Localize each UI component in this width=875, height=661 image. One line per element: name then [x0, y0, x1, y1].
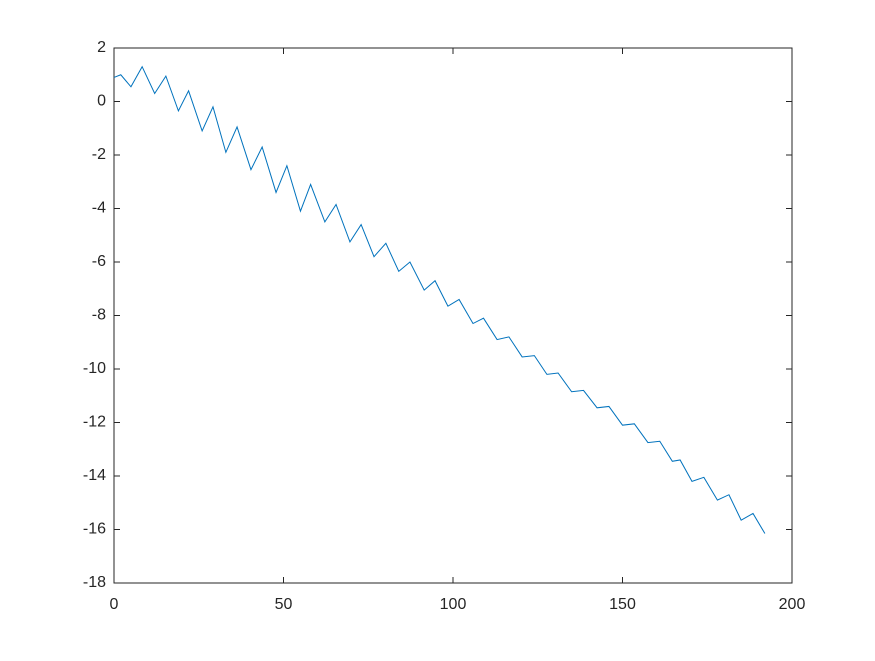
data-line [113, 65, 766, 534]
y-tick-label: -8 [92, 307, 106, 324]
y-tick-label: -2 [92, 146, 106, 163]
x-tick-label: 100 [440, 596, 467, 613]
y-tick-label: -16 [83, 521, 106, 538]
y-tick-label: -12 [83, 414, 106, 431]
y-tick-label: -6 [92, 253, 106, 270]
x-tick-label: 150 [609, 596, 636, 613]
y-tick-label: -18 [83, 574, 106, 591]
plot-area [113, 47, 793, 584]
y-tick-label: -10 [83, 360, 106, 377]
x-tick-label: 200 [779, 596, 806, 613]
y-tick-label: 0 [97, 93, 106, 110]
x-tick-label: 0 [110, 596, 119, 613]
x-tick-label: 50 [275, 596, 293, 613]
y-tick-label: -14 [83, 467, 106, 484]
y-tick-label: -4 [92, 200, 106, 217]
y-tick-label: 2 [97, 39, 106, 56]
